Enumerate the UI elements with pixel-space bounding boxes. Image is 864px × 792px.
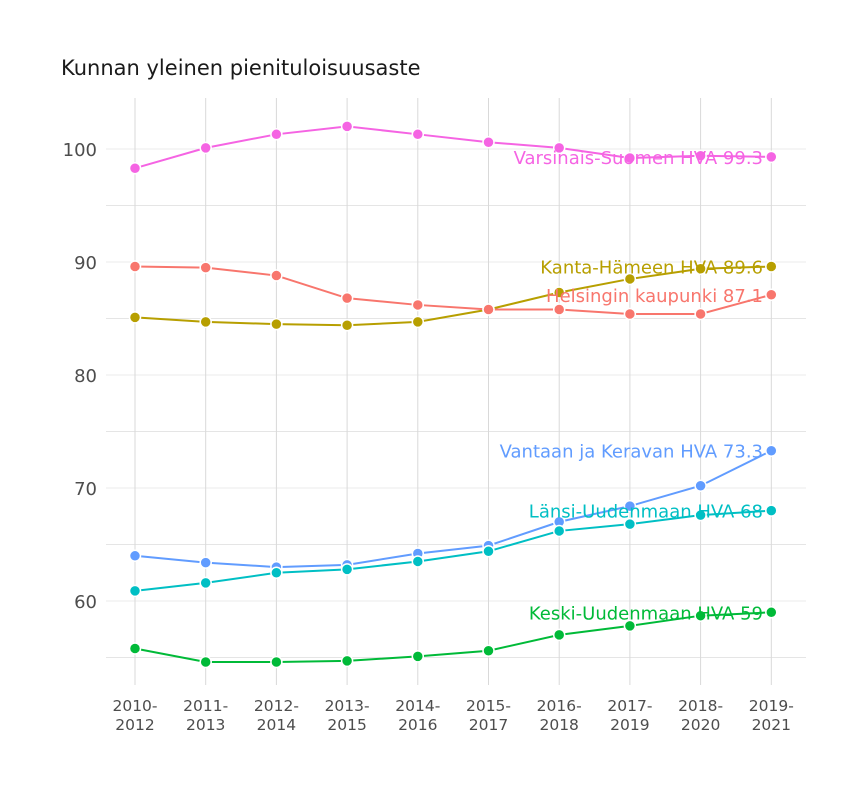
series-end-label: Keski-Uudenmaan HVA 59 [529, 603, 763, 624]
data-point [270, 566, 283, 579]
series-line [134, 265, 772, 315]
data-point [694, 479, 707, 492]
data-point [270, 655, 283, 669]
data-point [128, 260, 142, 273]
data-point [199, 556, 212, 569]
data-point [623, 517, 637, 531]
data-point [128, 549, 142, 563]
data-point [552, 286, 566, 299]
x-tick-label: 2020 [681, 716, 720, 734]
data-point [552, 524, 566, 538]
data-point [128, 311, 142, 324]
data-point [765, 260, 778, 273]
y-tick-label: 80 [74, 366, 97, 387]
data-point [411, 555, 425, 568]
series-end-labels: Varsinais-Suomen HVA 99.3 Kanta-Hämeen HV… [500, 148, 763, 624]
y-tick-label: 90 [74, 253, 97, 274]
data-point [482, 545, 495, 558]
x-tick-label: 2015- [466, 697, 511, 715]
series-lines [134, 125, 772, 664]
data-point [482, 644, 495, 657]
data-point [411, 128, 425, 141]
data-point [411, 650, 425, 663]
series-line [134, 265, 772, 327]
x-tick-label: 2016 [398, 716, 437, 734]
data-point [623, 272, 637, 286]
x-tick-label: 2017- [607, 697, 652, 715]
data-point [199, 141, 212, 155]
data-point [199, 315, 212, 329]
x-axis-labels: 2010-2012 2011-2013 2012-2014 2013-2015 2014… [112, 697, 793, 734]
x-tick-label: 2012- [254, 697, 299, 715]
y-tick-label: 100 [63, 140, 97, 161]
data-point [340, 563, 354, 576]
data-point [482, 135, 495, 149]
data-point [765, 288, 778, 302]
data-point [694, 307, 707, 321]
series-line [134, 125, 772, 170]
x-tick-label: 2014 [257, 716, 296, 734]
series-line [134, 611, 772, 664]
data-point [765, 444, 778, 457]
data-point [199, 655, 212, 669]
data-point [340, 319, 354, 332]
x-tick-label: 2019 [610, 716, 649, 734]
data-point [694, 609, 707, 622]
data-point [270, 269, 283, 282]
x-tick-label: 2014- [395, 697, 440, 715]
x-tick-label: 2021 [752, 716, 791, 734]
series-end-label: Varsinais-Suomen HVA 99.3 [514, 148, 763, 169]
series-end-label: Helsingin kaupunki 87.1 [546, 286, 763, 307]
data-point [199, 576, 212, 590]
data-point [765, 606, 778, 619]
x-tick-label: 2016- [537, 697, 582, 715]
x-tick-label: 2010- [112, 697, 157, 715]
data-point [694, 262, 707, 276]
data-point [411, 315, 425, 329]
x-tick-label: 2013- [325, 697, 370, 715]
data-point [623, 307, 637, 321]
data-point [694, 149, 707, 163]
data-point [765, 150, 778, 164]
data-point [623, 619, 637, 633]
data-point [340, 120, 354, 133]
data-point [128, 161, 142, 175]
chart-title: Kunnan yleinen pienituloisuusaste [61, 56, 421, 80]
data-point [623, 499, 637, 513]
data-point [340, 291, 354, 305]
data-point [694, 508, 707, 522]
y-tick-label: 60 [74, 592, 97, 613]
x-tick-label: 2018 [539, 716, 578, 734]
data-point [340, 654, 354, 668]
x-tick-label: 2012 [115, 716, 154, 734]
data-point [128, 642, 142, 655]
data-point [552, 628, 566, 642]
series-end-label: Länsi-Uudenmaan HVA 68 [529, 502, 763, 523]
data-point [270, 128, 283, 141]
data-point [552, 303, 566, 316]
x-tick-label: 2018- [678, 697, 723, 715]
series-end-label: Vantaan ja Keravan HVA 73.3 [500, 442, 763, 463]
data-point [482, 303, 495, 316]
data-point [623, 151, 637, 165]
x-tick-label: 2015 [327, 716, 366, 734]
x-tick-label: 2011- [183, 697, 228, 715]
data-point [199, 261, 212, 274]
data-point [270, 317, 283, 331]
x-tick-label: 2013 [186, 716, 225, 734]
x-tick-label: 2017 [469, 716, 508, 734]
data-point [552, 141, 566, 155]
series-line [134, 449, 772, 569]
x-tick-label: 2019- [749, 697, 794, 715]
series-line [134, 509, 772, 592]
data-point [128, 584, 142, 598]
series-points [128, 120, 778, 669]
gridlines [106, 98, 806, 685]
series-end-label: Kanta-Hämeen HVA 89.6 [540, 258, 763, 279]
y-axis-labels: 60 70 80 90 100 [63, 140, 97, 613]
data-point [411, 298, 425, 312]
data-point [765, 504, 778, 517]
y-tick-label: 70 [74, 479, 97, 500]
